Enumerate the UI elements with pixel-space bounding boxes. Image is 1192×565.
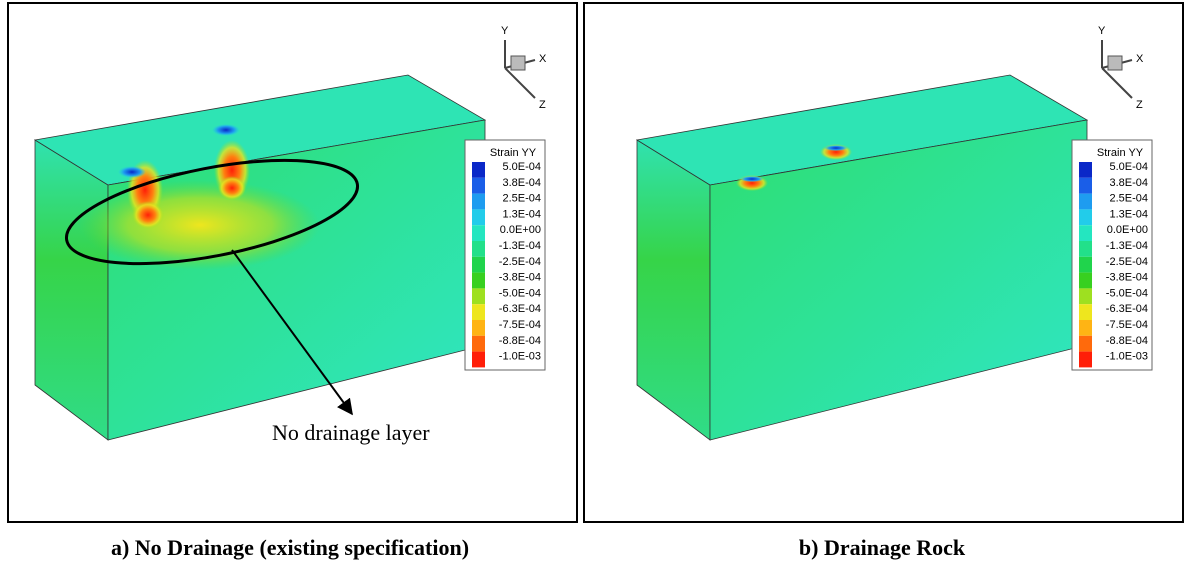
strain-zone — [118, 166, 146, 178]
legend-label: -3.8E-04 — [1106, 272, 1148, 284]
legend-swatch — [1079, 288, 1092, 304]
legend-swatch — [1079, 209, 1092, 225]
legend-label: -1.0E-03 — [499, 351, 541, 363]
legend-label: 3.8E-04 — [502, 177, 541, 189]
legend-swatch — [1079, 304, 1092, 320]
legend-swatch — [1079, 241, 1092, 257]
legend-label: -1.3E-04 — [499, 240, 541, 252]
strain-zone — [740, 176, 764, 182]
legend-swatch — [472, 162, 485, 178]
legend-swatch — [1079, 336, 1092, 352]
legend-label: -5.0E-04 — [499, 287, 541, 299]
legend-label: -6.3E-04 — [499, 303, 541, 315]
strain-zone — [218, 176, 246, 200]
legend-swatch — [1079, 257, 1092, 273]
legend-label: -3.8E-04 — [499, 272, 541, 284]
axis-label: X — [1136, 53, 1144, 65]
legend-swatch — [472, 241, 485, 257]
legend-label: 2.5E-04 — [1109, 193, 1148, 205]
strain-zone — [132, 201, 164, 229]
axis-label: Z — [539, 99, 546, 111]
legend-swatch — [472, 209, 485, 225]
axis-cube — [511, 56, 525, 70]
strain-zone — [80, 180, 320, 270]
legend-label: -6.3E-04 — [1106, 303, 1148, 315]
legend-title: Strain YY — [1097, 147, 1144, 159]
legend-swatch — [472, 288, 485, 304]
legend-label: 2.5E-04 — [502, 193, 541, 205]
axis-label: Z — [1136, 99, 1143, 111]
legend-swatch — [472, 273, 485, 289]
legend-label: -1.3E-04 — [1106, 240, 1148, 252]
box-side — [35, 140, 108, 440]
caption: b) Drainage Rock — [799, 535, 966, 560]
axis-label: Y — [1098, 25, 1106, 37]
legend-title: Strain YY — [490, 147, 537, 159]
axis-label: X — [539, 53, 547, 65]
caption: a) No Drainage (existing specification) — [111, 535, 469, 560]
axis-cube — [1108, 56, 1122, 70]
strain-zone — [824, 145, 848, 151]
legend-swatch — [472, 304, 485, 320]
axis-line — [505, 68, 535, 98]
legend-label: -2.5E-04 — [499, 256, 541, 268]
axis-label: Y — [501, 25, 509, 37]
figure: No drainage layer Y X Z Strain YY 5.0E-04 3.8E… — [0, 0, 1192, 565]
axis-line — [1102, 68, 1132, 98]
legend-label: -7.5E-04 — [1106, 319, 1148, 331]
legend-label: -1.0E-03 — [1106, 351, 1148, 363]
legend-label: -5.0E-04 — [1106, 287, 1148, 299]
legend-swatch — [472, 336, 485, 352]
panel: Y X Z Strain YY 5.0E-04 3.8E-04 2.5E-04 1.3E-04… — [637, 25, 1152, 440]
legend-swatch — [472, 178, 485, 194]
legend-swatch — [472, 352, 485, 368]
legend-label: 0.0E+00 — [1107, 224, 1148, 236]
legend-label: -8.8E-04 — [499, 335, 541, 347]
legend-swatch — [472, 257, 485, 273]
legend-swatch — [1079, 352, 1092, 368]
legend-swatch — [1079, 178, 1092, 194]
legend-label: -7.5E-04 — [499, 319, 541, 331]
box-side — [637, 140, 710, 440]
legend-label: -2.5E-04 — [1106, 256, 1148, 268]
legend-swatch — [472, 225, 485, 241]
legend-swatch — [1079, 194, 1092, 210]
legend-swatch — [1079, 273, 1092, 289]
panel: No drainage layer Y X Z Strain YY 5.0E-04 3.8E… — [35, 25, 547, 445]
legend-swatch — [472, 320, 485, 336]
legend-label: -8.8E-04 — [1106, 335, 1148, 347]
legend-swatch — [1079, 225, 1092, 241]
legend-label: 1.3E-04 — [502, 208, 541, 220]
legend-swatch — [1079, 320, 1092, 336]
legend-label: 0.0E+00 — [500, 224, 541, 236]
legend-label: 3.8E-04 — [1109, 177, 1148, 189]
legend-swatch — [472, 194, 485, 210]
annotation: No drainage layer — [272, 420, 430, 445]
legend-swatch — [1079, 162, 1092, 178]
legend-label: 5.0E-04 — [1109, 161, 1148, 173]
strain-zone — [212, 124, 240, 136]
legend-label: 5.0E-04 — [502, 161, 541, 173]
legend-label: 1.3E-04 — [1109, 208, 1148, 220]
